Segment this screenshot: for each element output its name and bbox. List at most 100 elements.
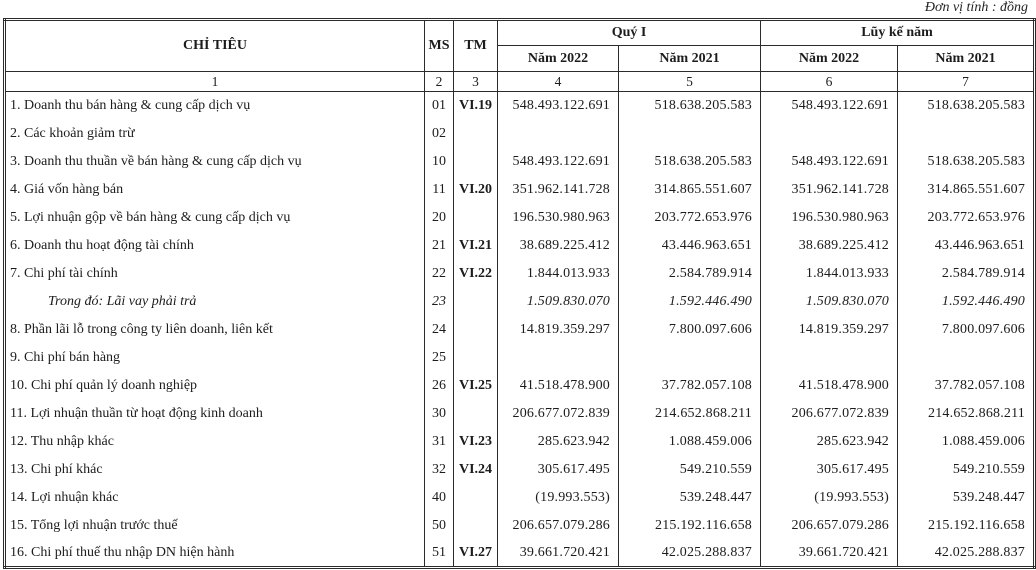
row-label: 6. Doanh thu hoạt động tài chính xyxy=(4,231,425,260)
value-luyke-2021: 314.865.551.607 xyxy=(896,175,1036,204)
row-ms-code: 10 xyxy=(424,147,454,176)
column-index-2: 2 xyxy=(424,71,454,92)
table-row: 4. Giá vốn hàng bán 11 VI.20 351.962.141.72… xyxy=(4,175,1036,204)
value-luyke-2021: 1.592.446.490 xyxy=(896,287,1036,316)
table-body: 1. Doanh thu bán hàng & cung cấp dịch vụ… xyxy=(4,91,1036,568)
income-statement-table: CHỈ TIÊU MS TM Quý I Lũy kế năm Năm 2022… xyxy=(3,18,1036,569)
value-quyi-2021 xyxy=(618,119,761,148)
column-group-quy-i: Quý I xyxy=(497,19,761,46)
row-tm-note xyxy=(453,203,498,232)
column-header-quy-nam-2021: Năm 2021 xyxy=(618,45,761,72)
column-header-ms: MS xyxy=(424,19,454,72)
header-row-index: 1 2 3 4 5 6 7 xyxy=(4,71,1036,92)
column-header-luyke-nam-2021: Năm 2021 xyxy=(896,45,1036,72)
header-row-years: Năm 2022 Năm 2021 Năm 2022 Năm 2021 xyxy=(5,45,1036,72)
value-luyke-2022: 38.689.225.412 xyxy=(760,231,898,260)
row-label: 8. Phần lãi lỗ trong công ty liên doanh,… xyxy=(4,315,425,344)
value-quyi-2022: 14.819.359.297 xyxy=(497,315,619,344)
value-luyke-2022: 41.518.478.900 xyxy=(760,371,898,400)
row-label: 15. Tổng lợi nhuận trước thuế xyxy=(4,511,425,540)
table-row: 8. Phần lãi lỗ trong công ty liên doanh,… xyxy=(4,315,1036,344)
row-tm-note xyxy=(453,399,498,428)
row-tm-note: VI.25 xyxy=(453,371,498,400)
row-label: 1. Doanh thu bán hàng & cung cấp dịch vụ xyxy=(4,91,425,120)
table-row: 11. Lợi nhuận thuần từ hoạt động kinh do… xyxy=(4,399,1036,428)
row-tm-note: VI.21 xyxy=(453,231,498,260)
column-header-luyke-nam-2022: Năm 2022 xyxy=(760,45,898,72)
value-luyke-2021 xyxy=(896,343,1036,372)
table-row: 10. Chi phí quản lý doanh nghiệp 26 VI.25 4… xyxy=(4,371,1036,400)
row-tm-note: VI.23 xyxy=(453,427,498,456)
value-luyke-2022: (19.993.553) xyxy=(760,483,898,512)
value-quyi-2021: 314.865.551.607 xyxy=(618,175,761,204)
column-index-7: 7 xyxy=(896,71,1036,92)
value-luyke-2022 xyxy=(760,119,898,148)
value-luyke-2022: 206.677.072.839 xyxy=(760,399,898,428)
row-tm-note: VI.27 xyxy=(453,539,498,568)
value-luyke-2021: 214.652.868.211 xyxy=(896,399,1036,428)
value-quyi-2022: 206.657.079.286 xyxy=(497,511,619,540)
table-row: 9. Chi phí bán hàng 25 xyxy=(4,343,1036,372)
value-luyke-2022: 39.661.720.421 xyxy=(760,539,898,568)
value-quyi-2022: (19.993.553) xyxy=(497,483,619,512)
value-luyke-2022: 351.962.141.728 xyxy=(760,175,898,204)
table-row: Trong đó: Lãi vay phải trả 23 1.509.830.07… xyxy=(4,287,1036,316)
value-quyi-2022: 196.530.980.963 xyxy=(497,203,619,232)
value-quyi-2021: 214.652.868.211 xyxy=(618,399,761,428)
column-header-chi-tieu: CHỈ TIÊU xyxy=(4,19,425,72)
row-label: 13. Chi phí khác xyxy=(4,455,425,484)
row-tm-note xyxy=(453,147,498,176)
value-luyke-2021: 7.800.097.606 xyxy=(896,315,1036,344)
value-luyke-2021 xyxy=(896,119,1036,148)
value-luyke-2021: 2.584.789.914 xyxy=(896,259,1036,288)
value-luyke-2022: 206.657.079.286 xyxy=(760,511,898,540)
column-header-tm: TM xyxy=(453,19,498,72)
value-luyke-2022: 14.819.359.297 xyxy=(760,315,898,344)
row-ms-code: 02 xyxy=(424,119,454,148)
row-ms-code: 01 xyxy=(424,91,454,120)
value-quyi-2022: 39.661.720.421 xyxy=(497,539,619,568)
value-luyke-2022: 1.844.013.933 xyxy=(760,259,898,288)
row-label: 10. Chi phí quản lý doanh nghiệp xyxy=(4,371,425,400)
value-luyke-2022 xyxy=(760,343,898,372)
value-quyi-2021: 539.248.447 xyxy=(618,483,761,512)
value-quyi-2021: 7.800.097.606 xyxy=(618,315,761,344)
column-index-4: 4 xyxy=(497,71,619,92)
value-quyi-2021 xyxy=(618,343,761,372)
row-tm-note xyxy=(453,119,498,148)
row-label: 4. Giá vốn hàng bán xyxy=(4,175,425,204)
row-label: 7. Chi phí tài chính xyxy=(4,259,425,288)
value-luyke-2021: 539.248.447 xyxy=(896,483,1036,512)
value-quyi-2021: 42.025.288.837 xyxy=(618,539,761,568)
value-quyi-2022: 548.493.122.691 xyxy=(497,147,619,176)
value-quyi-2021: 215.192.116.658 xyxy=(618,511,761,540)
row-ms-code: 31 xyxy=(424,427,454,456)
column-header-quy-nam-2022: Năm 2022 xyxy=(497,45,619,72)
column-index-6: 6 xyxy=(760,71,898,92)
column-index-1: 1 xyxy=(4,71,425,92)
row-tm-note: VI.24 xyxy=(453,455,498,484)
row-ms-code: 51 xyxy=(424,539,454,568)
table-row: 12. Thu nhập khác 31 VI.23 285.623.942 1.088… xyxy=(4,427,1036,456)
row-label: 5. Lợi nhuận gộp về bán hàng & cung cấp … xyxy=(4,203,425,232)
value-quyi-2021: 518.638.205.583 xyxy=(618,147,761,176)
row-label: 16. Chi phí thuế thu nhập DN hiện hành xyxy=(4,539,425,568)
row-ms-code: 23 xyxy=(424,287,454,316)
row-ms-code: 24 xyxy=(424,315,454,344)
unit-note: Đơn vị tính : đồng xyxy=(924,0,1028,15)
value-quyi-2021: 1.592.446.490 xyxy=(618,287,761,316)
value-luyke-2022: 548.493.122.691 xyxy=(760,147,898,176)
header-row-groups: CHỈ TIÊU MS TM Quý I Lũy kế năm xyxy=(4,19,1036,72)
value-quyi-2022: 1.509.830.070 xyxy=(497,287,619,316)
row-tm-note xyxy=(453,343,498,372)
row-label: 9. Chi phí bán hàng xyxy=(4,343,425,372)
row-label: 14. Lợi nhuận khác xyxy=(4,483,425,512)
row-tm-note: VI.20 xyxy=(453,175,498,204)
value-luyke-2021: 518.638.205.583 xyxy=(896,91,1036,120)
value-quyi-2021: 43.446.963.651 xyxy=(618,231,761,260)
value-quyi-2022: 41.518.478.900 xyxy=(497,371,619,400)
table-row: 1. Doanh thu bán hàng & cung cấp dịch vụ… xyxy=(4,91,1036,120)
value-quyi-2021: 2.584.789.914 xyxy=(618,259,761,288)
row-tm-note: VI.22 xyxy=(453,259,498,288)
row-ms-code: 11 xyxy=(424,175,454,204)
